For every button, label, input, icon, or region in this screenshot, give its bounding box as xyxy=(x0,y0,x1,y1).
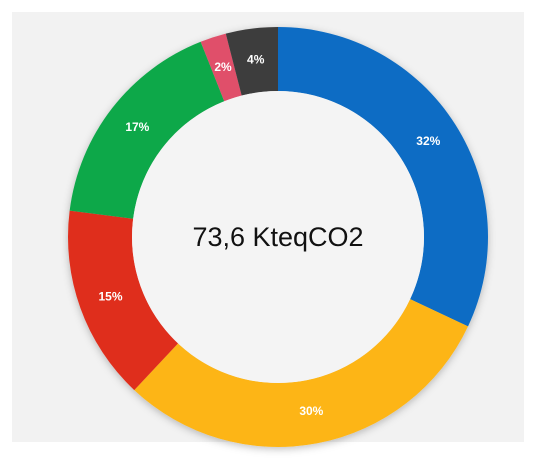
data-label: 4% xyxy=(247,53,265,67)
center-label: 73,6 KteqCO2 xyxy=(192,222,363,252)
donut-segment xyxy=(225,27,278,96)
data-label: 17% xyxy=(125,120,149,134)
data-label: 30% xyxy=(299,404,323,418)
donut-hole xyxy=(132,91,424,383)
donut-segment xyxy=(278,27,488,327)
data-label: 32% xyxy=(416,134,440,148)
donut xyxy=(67,27,488,448)
data-label: 15% xyxy=(99,289,123,303)
donut-segment xyxy=(200,33,242,102)
data-label: 2% xyxy=(214,60,232,74)
donut-segment xyxy=(67,210,179,391)
donut-segment xyxy=(134,299,469,448)
donut-segment xyxy=(69,41,225,219)
